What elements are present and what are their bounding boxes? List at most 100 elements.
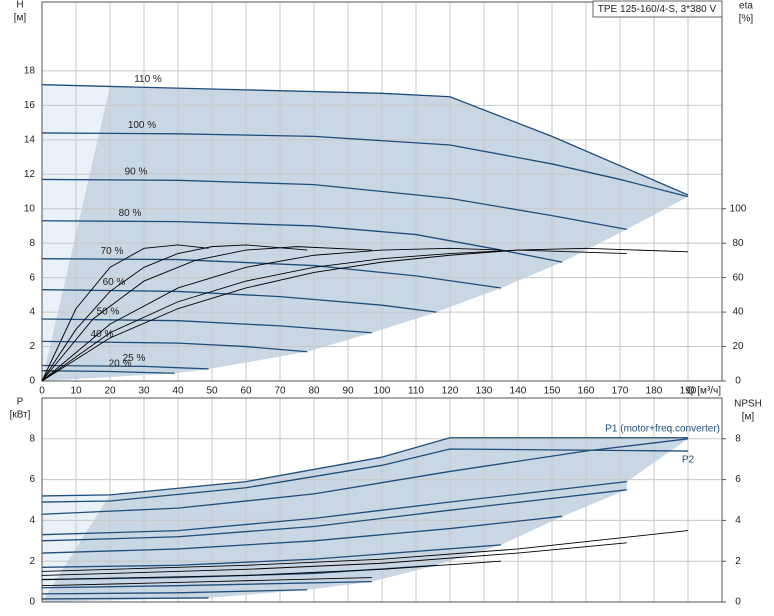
panel: 0 10 20 30 40 50 60 70 80 90 100 110 120 130 140 150 160… [24, 1, 747, 397]
y-tick-label: 2 [29, 556, 35, 567]
x-axis-label: Q [м³/ч] [687, 386, 722, 397]
curve [41, 589, 308, 595]
curve [41, 220, 563, 263]
curve [41, 178, 627, 231]
curve [41, 438, 689, 515]
secondary-curve [41, 249, 627, 382]
x-tick-label: 150 [544, 386, 561, 397]
y-tick-label: 14 [24, 134, 36, 145]
y2-axis-unit: [м] [742, 412, 755, 423]
y-tick-label: 12 [24, 169, 36, 180]
x-tick-label: 0 [39, 386, 45, 397]
secondary-curve [41, 560, 502, 581]
curve-label: 100 % [128, 120, 156, 131]
x-tick-label: 90 [342, 386, 354, 397]
x-tick-label: 20 [104, 386, 116, 397]
curve [41, 370, 175, 374]
curve [41, 480, 627, 536]
x-tick-label: 180 [646, 386, 663, 397]
title-box [592, 0, 723, 18]
x-tick-label: 140 [510, 386, 527, 397]
curve [41, 437, 688, 497]
curve [41, 544, 502, 568]
x-tick-label: 190 [680, 386, 697, 397]
curve [41, 580, 372, 589]
curve-label: 80 % [119, 208, 142, 219]
secondary-curve [41, 244, 209, 382]
curve [41, 132, 689, 198]
curve-label: 25 % [123, 353, 146, 364]
x-tick-label: 130 [476, 386, 493, 397]
y-axis-label: P [17, 397, 24, 408]
curve [41, 340, 308, 353]
curve [41, 489, 627, 542]
x-tick-label: 70 [274, 386, 286, 397]
y-tick-label: 18 [24, 66, 36, 77]
y-tick-label: 6 [29, 474, 35, 485]
x-tick-label: 120 [442, 386, 459, 397]
curve-label: P1 (motor+freq.converter) [605, 423, 720, 434]
plot-frame [41, 397, 723, 603]
y2-tick-label: 100 [730, 203, 747, 214]
y-tick-label: 16 [24, 100, 36, 111]
y-tick-label: 8 [29, 238, 35, 249]
y-tick-label: 2 [29, 341, 35, 352]
y2-axis-label: NPSH [734, 399, 762, 410]
x-tick-label: 160 [578, 386, 595, 397]
y2-tick-label: 2 [735, 556, 741, 567]
curve [41, 318, 372, 334]
curve [41, 515, 563, 554]
y2-tick-label: 4 [735, 515, 741, 526]
y2-tick-label: 0 [735, 597, 741, 608]
y-axis-unit: [кВт] [10, 410, 31, 421]
x-tick-label: 100 [374, 386, 391, 397]
curve [41, 289, 437, 313]
y-tick-label: 8 [29, 433, 35, 444]
y-axis-label: H [16, 0, 23, 11]
x-tick-label: 170 [612, 386, 629, 397]
y-tick-label: 10 [24, 203, 36, 214]
secondary-curve [41, 542, 627, 576]
curve [41, 364, 209, 370]
y2-tick-label: 40 [732, 307, 744, 318]
y-tick-label: 6 [29, 272, 35, 283]
curve [41, 597, 209, 600]
x-tick-label: 80 [308, 386, 320, 397]
x-tick-label: 30 [138, 386, 150, 397]
curve-label: 60 % [103, 277, 126, 288]
panel: 0 2 4 6 8 0 2 4 6 8 P1 (motor+freq.converter) P2 [29, 397, 741, 608]
x-tick-label: 60 [240, 386, 252, 397]
y2-tick-label: 20 [732, 341, 744, 352]
secondary-curve [41, 247, 502, 382]
curve-label: 40 % [91, 329, 114, 340]
y2-tick-label: 8 [735, 433, 741, 444]
y-tick-label: 0 [29, 376, 35, 387]
curve [41, 258, 502, 289]
y2-axis-label: eta [739, 1, 753, 12]
secondary-curve [41, 577, 372, 587]
y-tick-label: 4 [29, 515, 35, 526]
x-tick-label: 40 [172, 386, 184, 397]
curve [41, 448, 689, 503]
layers: 0 10 20 30 40 50 60 70 80 90 100 110 120 130 140 150 160… [24, 1, 747, 608]
curve-label: 70 % [101, 246, 124, 257]
curve [41, 84, 689, 196]
curve-label: P2 [682, 455, 695, 466]
curve-label: 50 % [97, 306, 120, 317]
y-tick-label: 4 [29, 307, 35, 318]
curve-label: 90 % [125, 167, 148, 178]
secondary-curve [41, 247, 689, 382]
curve-label: 20 % [109, 358, 132, 369]
y-tick-label: 0 [29, 597, 35, 608]
y-axis-unit: [м] [14, 13, 27, 24]
x-tick-label: 50 [206, 386, 218, 397]
y2-tick-label: 6 [735, 474, 741, 485]
y2-axis-unit: [%] [739, 14, 754, 25]
secondary-curve [41, 530, 689, 572]
curve-label: 110 % [134, 74, 162, 85]
y2-tick-label: 80 [732, 238, 744, 249]
chart-title: TPE 125-160/4-S, 3*380 V [598, 4, 717, 15]
y2-tick-label: 0 [735, 376, 741, 387]
